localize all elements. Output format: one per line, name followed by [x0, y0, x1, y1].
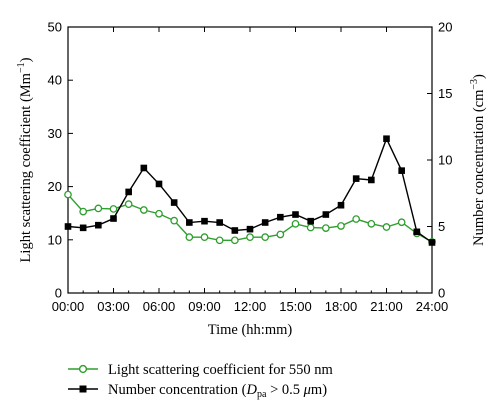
x-tick-label: 00:00 — [52, 299, 85, 314]
y-left-tick-label: 40 — [48, 73, 62, 88]
legend-label-number: Number concentration (Dpa > 0.5 μm) — [108, 382, 327, 400]
scattering-coefficient-point — [64, 190, 72, 199]
scattering-coefficient-point — [109, 205, 118, 213]
x-tick-label: 15:00 — [279, 299, 312, 314]
scattering-coefficient-point — [170, 216, 179, 225]
y-right-tick-label: 0 — [438, 286, 445, 301]
legend-label-scattering: Light scattering coefficient for 550 nm — [108, 362, 334, 378]
y-left-tick-label: 0 — [55, 286, 62, 301]
number-concentration-point — [307, 217, 314, 225]
number-concentration-point — [79, 224, 87, 232]
x-tick-label: 03:00 — [97, 299, 130, 314]
y-right-tick-label: 20 — [438, 20, 452, 35]
number-concentration-point — [64, 223, 72, 230]
scattering-coefficient-point — [382, 223, 391, 231]
y-left-tick-label: 10 — [48, 232, 62, 247]
number-concentration-point — [428, 239, 436, 246]
number-concentration-point — [413, 228, 421, 236]
scattering-coefficient-point — [291, 219, 300, 228]
y-right-tick-label: 15 — [438, 86, 452, 101]
number-concentration-point — [322, 211, 330, 218]
number-concentration-point — [352, 175, 360, 182]
scattering-coefficient-point — [276, 230, 285, 239]
number-concentration-point — [95, 221, 102, 229]
legend-marker-number — [79, 385, 87, 393]
right-axis-title: Number concentration (cm−3) — [469, 74, 487, 246]
y-right-tick-label: 10 — [438, 153, 452, 168]
y-left-tick-label: 50 — [48, 20, 62, 35]
scattering-coefficient-point — [246, 233, 254, 241]
y-left-tick-label: 30 — [48, 126, 62, 141]
number-concentration-point — [155, 180, 163, 188]
scattering-coefficient-point — [230, 236, 239, 245]
x-tick-label: 06:00 — [143, 299, 176, 314]
number-concentration-point — [246, 225, 254, 233]
number-concentration-point — [337, 201, 345, 209]
number-concentration-point — [216, 219, 223, 226]
number-concentration-point — [170, 199, 178, 206]
scattering-coefficient-point — [124, 200, 133, 209]
scattering-coefficient-point — [397, 218, 406, 227]
scattering-coefficient-point — [155, 209, 163, 218]
number-concentration-point — [368, 176, 375, 184]
scattering-coefficient-point — [321, 224, 330, 232]
right-axis-title-sup: −3 — [469, 79, 480, 90]
scattering-coefficient-point — [139, 206, 148, 214]
scattering-coefficient-point — [306, 223, 315, 232]
scattering-coefficient-point — [200, 233, 209, 241]
legend: Light scattering coefficient for 550 nm … — [68, 362, 334, 400]
x-tick-label: 24:00 — [416, 299, 449, 314]
x-axis-title: Time (hh:mm) — [208, 322, 293, 338]
x-tick-label: 12:00 — [234, 299, 267, 314]
x-tick-label: 18:00 — [325, 299, 358, 314]
number-concentration-point — [231, 227, 239, 234]
scattering-coefficient-point — [215, 236, 224, 245]
scattering-coefficient-point — [185, 233, 194, 241]
number-concentration-point — [186, 219, 193, 226]
left-axis-title: Light scattering coefficient (Mm−1) — [16, 57, 34, 262]
scattering-coefficient-point — [337, 222, 345, 230]
plot-frame — [67, 26, 433, 294]
number-concentration-point — [110, 215, 117, 222]
y-right-tick-label: 5 — [438, 219, 445, 234]
number-concentration-point — [383, 135, 390, 143]
y-left-tick-label: 20 — [48, 179, 62, 194]
scattering-coefficient-point — [367, 219, 376, 228]
scattering-coefficient-point — [352, 215, 361, 223]
number-concentration-point — [277, 213, 284, 221]
number-concentration-point — [261, 219, 269, 226]
x-tick-label: 21:00 — [370, 299, 403, 314]
left-axis-title-sup: −1 — [16, 62, 27, 73]
number-concentration-point — [140, 164, 148, 172]
scattering-coefficient-point — [261, 233, 270, 241]
number-concentration-point — [125, 188, 132, 196]
legend-marker-scattering — [78, 364, 88, 374]
scattering-coefficient-point — [79, 207, 88, 216]
number-concentration-point — [201, 217, 208, 225]
number-concentration-point — [292, 211, 299, 218]
x-tick-label: 09:00 — [188, 299, 221, 314]
scattering-coefficient-point — [94, 204, 103, 213]
number-concentration-point — [398, 167, 405, 174]
